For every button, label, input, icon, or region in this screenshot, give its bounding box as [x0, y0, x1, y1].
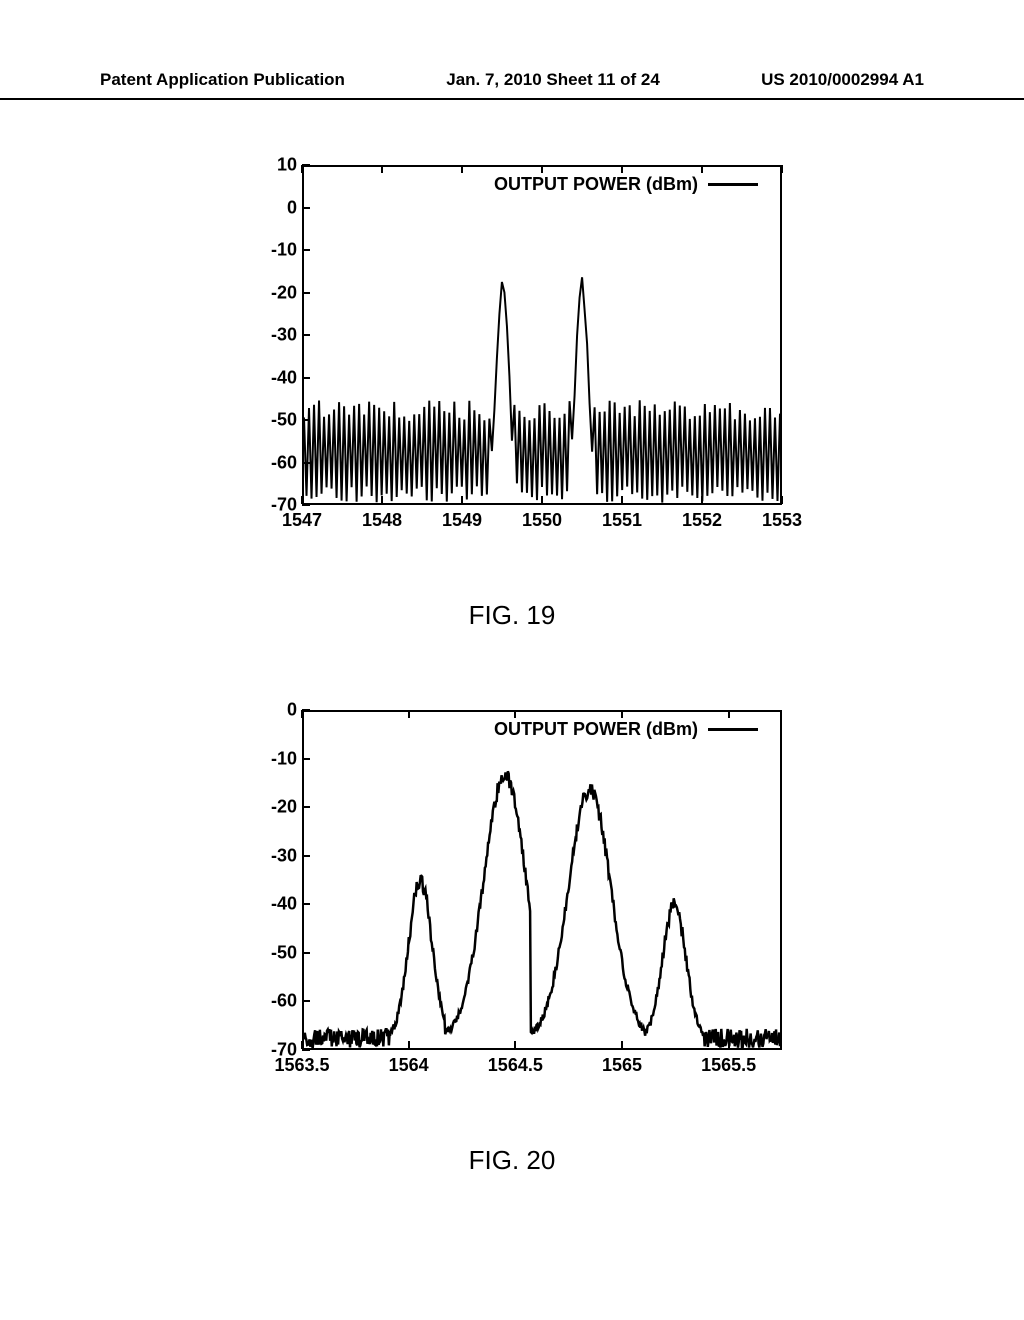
x-tick-mark: [621, 165, 623, 173]
y-tick-mark: [302, 903, 310, 905]
y-tick-mark: [302, 709, 310, 711]
chart2-trace: [304, 712, 780, 1048]
x-tick-label: 1548: [362, 510, 402, 531]
x-tick-mark: [301, 1041, 303, 1049]
y-tick-label: 10: [277, 155, 297, 176]
y-tick-label: 0: [287, 700, 297, 721]
x-tick-mark: [461, 165, 463, 173]
x-tick-label: 1563.5: [274, 1055, 329, 1076]
chart1-trace: [304, 167, 780, 503]
y-tick-mark: [302, 377, 310, 379]
y-tick-label: -30: [271, 325, 297, 346]
y-tick-mark: [302, 334, 310, 336]
x-tick-mark: [541, 496, 543, 504]
x-tick-label: 1551: [602, 510, 642, 531]
x-tick-mark: [301, 710, 303, 718]
y-tick-label: -60: [271, 452, 297, 473]
x-tick-mark: [514, 1041, 516, 1049]
y-tick-label: -40: [271, 367, 297, 388]
header-center: Jan. 7, 2010 Sheet 11 of 24: [446, 70, 660, 90]
figure-19-caption: FIG. 19: [232, 600, 792, 631]
x-tick-label: 1550: [522, 510, 562, 531]
chart1-plot-area: OUTPUT POWER (dBm): [302, 165, 782, 505]
y-tick-mark: [302, 758, 310, 760]
y-tick-mark: [302, 207, 310, 209]
x-tick-mark: [301, 496, 303, 504]
y-tick-label: -20: [271, 797, 297, 818]
x-tick-mark: [408, 710, 410, 718]
page-header: Patent Application Publication Jan. 7, 2…: [0, 70, 1024, 100]
x-tick-label: 1552: [682, 510, 722, 531]
y-tick-mark: [302, 1000, 310, 1002]
chart2-plot-area: OUTPUT POWER (dBm): [302, 710, 782, 1050]
x-tick-mark: [701, 496, 703, 504]
y-tick-label: -50: [271, 942, 297, 963]
figure-19: OUTPUT POWER (dBm) 10 0 -10 -20 -30 -40 -50 -60…: [232, 155, 792, 631]
y-tick-label: -10: [271, 240, 297, 261]
y-tick-mark: [302, 419, 310, 421]
x-tick-mark: [381, 165, 383, 173]
y-tick-mark: [302, 292, 310, 294]
y-tick-label: -40: [271, 894, 297, 915]
x-tick-mark: [408, 1041, 410, 1049]
x-tick-mark: [781, 496, 783, 504]
x-tick-label: 1565.5: [701, 1055, 756, 1076]
x-tick-mark: [728, 1041, 730, 1049]
x-tick-label: 1565: [602, 1055, 642, 1076]
y-tick-label: -50: [271, 410, 297, 431]
y-tick-label: -20: [271, 282, 297, 303]
figure-20: OUTPUT POWER (dBm) 0-10-20-30-40-50-60-7…: [232, 700, 792, 1176]
figure-20-caption: FIG. 20: [232, 1145, 792, 1176]
x-tick-mark: [728, 710, 730, 718]
y-tick-label: -10: [271, 748, 297, 769]
x-tick-mark: [381, 496, 383, 504]
header-right: US 2010/0002994 A1: [761, 70, 924, 90]
x-tick-mark: [621, 1041, 623, 1049]
x-tick-mark: [781, 165, 783, 173]
y-tick-mark: [302, 1049, 310, 1051]
x-tick-mark: [461, 496, 463, 504]
x-tick-mark: [621, 496, 623, 504]
x-tick-mark: [514, 710, 516, 718]
x-tick-label: 1547: [282, 510, 322, 531]
y-tick-mark: [302, 806, 310, 808]
x-tick-mark: [621, 710, 623, 718]
header-left: Patent Application Publication: [100, 70, 345, 90]
y-tick-mark: [302, 164, 310, 166]
y-tick-mark: [302, 249, 310, 251]
y-tick-mark: [302, 504, 310, 506]
x-tick-mark: [541, 165, 543, 173]
x-tick-label: 1549: [442, 510, 482, 531]
x-tick-mark: [301, 165, 303, 173]
y-tick-mark: [302, 952, 310, 954]
y-tick-label: -60: [271, 991, 297, 1012]
y-tick-mark: [302, 462, 310, 464]
x-tick-label: 1553: [762, 510, 802, 531]
x-tick-label: 1564: [389, 1055, 429, 1076]
y-tick-mark: [302, 855, 310, 857]
x-tick-mark: [701, 165, 703, 173]
x-tick-label: 1564.5: [488, 1055, 543, 1076]
y-tick-label: 0: [287, 197, 297, 218]
y-tick-label: -30: [271, 845, 297, 866]
